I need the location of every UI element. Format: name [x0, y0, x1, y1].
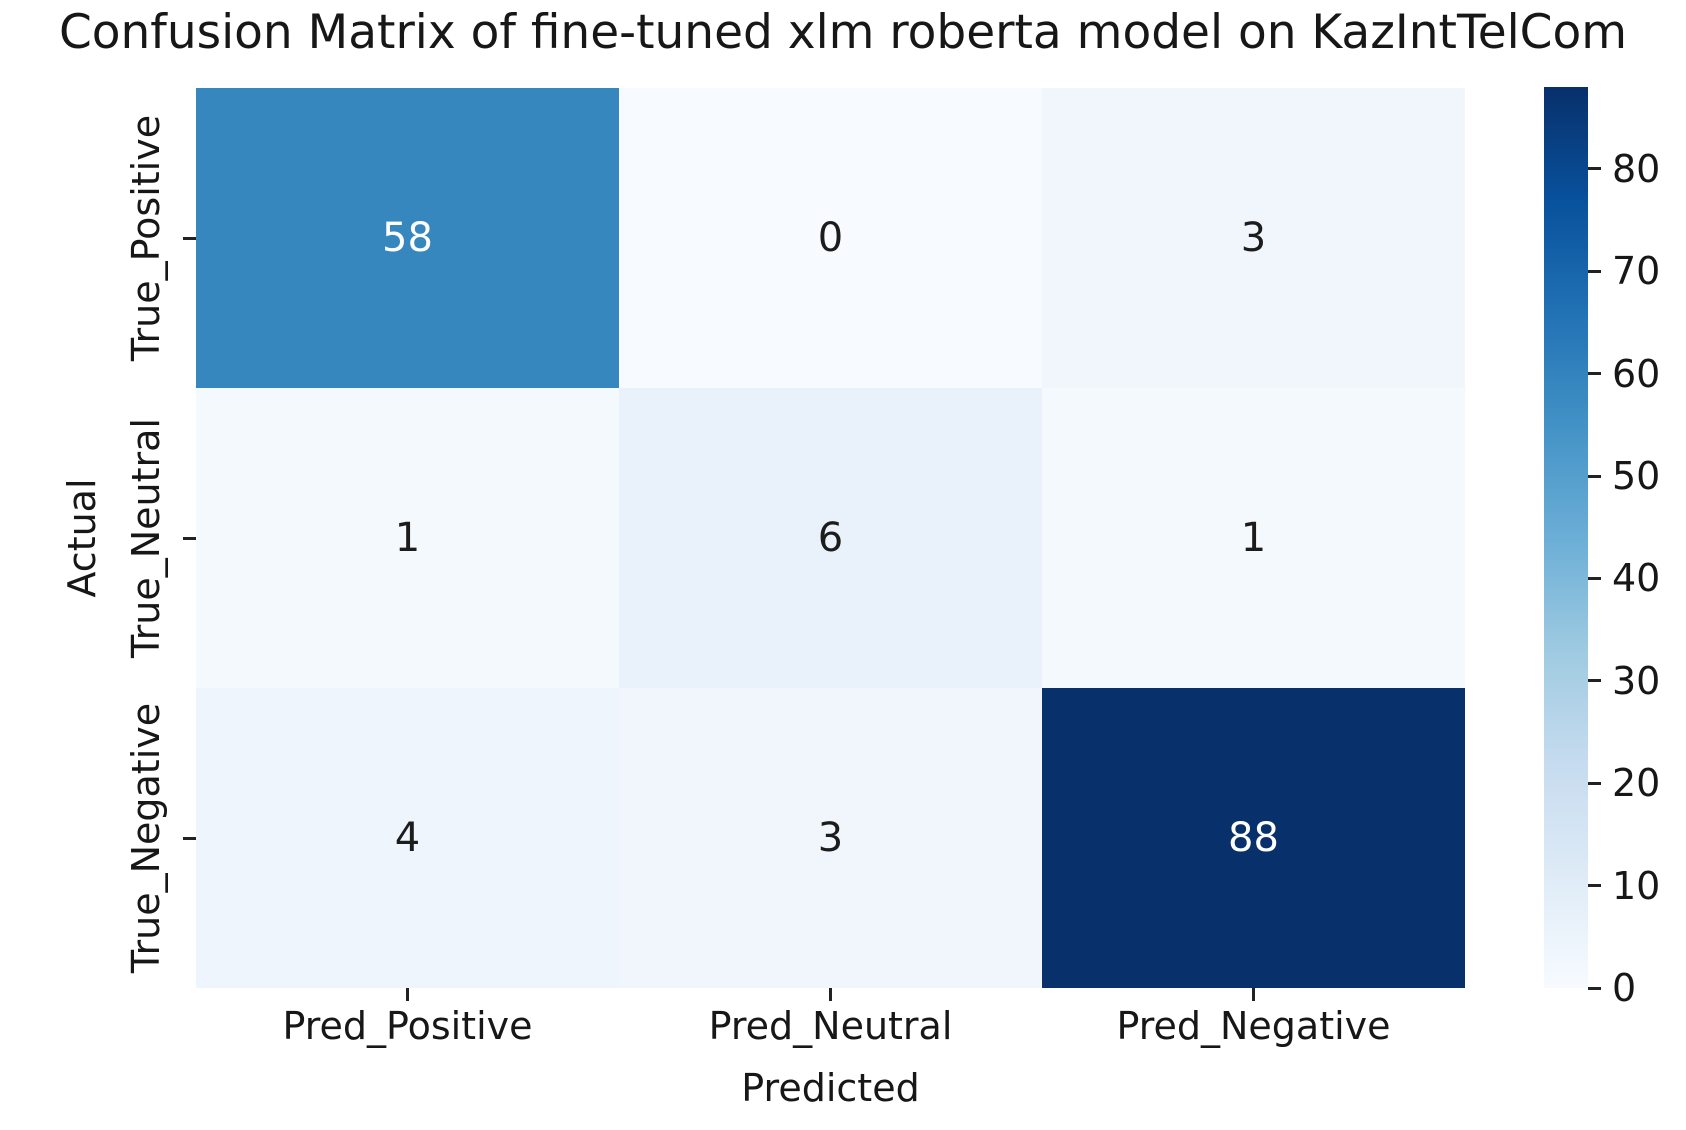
colorbar-tick-label: 0: [1612, 966, 1637, 1010]
x-tick-mark: [829, 988, 832, 1001]
y-axis-label: Actual: [60, 478, 104, 598]
chart-title: Confusion Matrix of fine-tuned xlm rober…: [58, 5, 1628, 60]
colorbar-tick-mark: [1588, 679, 1601, 683]
colorbar-tick-mark: [1588, 269, 1601, 273]
colorbar-tick-mark: [1588, 167, 1601, 171]
y-tick-mark: [183, 536, 196, 540]
heatmap-cell: 88: [1042, 688, 1465, 988]
cell-annotation: 4: [394, 815, 421, 861]
cell-annotation: 88: [1228, 815, 1279, 861]
x-tick-label: Pred_Positive: [282, 1004, 533, 1048]
cell-annotation: 1: [1240, 515, 1267, 561]
colorbar-tick-mark: [1588, 884, 1601, 888]
cell-annotation: 3: [1240, 215, 1267, 261]
colorbar-tick-label: 30: [1612, 658, 1661, 703]
colorbar-tick-label: 40: [1612, 556, 1661, 601]
cell-annotation: 6: [817, 515, 844, 561]
colorbar: [1544, 87, 1588, 988]
cell-annotation: 1: [394, 515, 421, 561]
x-tick-mark: [1252, 988, 1255, 1001]
cell-annotation: 3: [817, 815, 844, 861]
colorbar-tick-label: 10: [1612, 863, 1661, 908]
x-tick-mark: [406, 988, 409, 1001]
y-tick-mark: [183, 836, 196, 840]
x-axis-label: Predicted: [741, 1066, 920, 1110]
cell-annotation: 58: [382, 215, 433, 261]
colorbar-tick-mark: [1588, 781, 1601, 785]
y-tick-mark: [183, 236, 196, 240]
heatmap-cell: 1: [196, 388, 619, 688]
heatmap: 58 0 3 1 6 1 4 3 88: [196, 88, 1465, 988]
heatmap-cell: 0: [619, 88, 1042, 388]
heatmap-cell: 3: [619, 688, 1042, 988]
colorbar-tick-label: 70: [1612, 249, 1661, 294]
y-tick-label: True_Neutral: [124, 418, 168, 658]
colorbar-tick-mark: [1588, 986, 1601, 990]
cell-annotation: 0: [817, 215, 844, 261]
y-tick-label: True_Positive: [124, 114, 168, 362]
heatmap-cell: 1: [1042, 388, 1465, 688]
colorbar-tick-label: 20: [1612, 761, 1661, 806]
colorbar-tick-mark: [1588, 576, 1601, 580]
heatmap-cell: 4: [196, 688, 619, 988]
colorbar-tick-label: 80: [1612, 146, 1661, 191]
x-tick-label: Pred_Negative: [1116, 1004, 1391, 1048]
y-tick-label: True_Negative: [124, 702, 168, 974]
colorbar-tick-mark: [1588, 474, 1601, 478]
colorbar-tick-label: 50: [1612, 454, 1661, 499]
colorbar-tick-mark: [1588, 372, 1601, 376]
heatmap-cell: 6: [619, 388, 1042, 688]
colorbar-tick-label: 60: [1612, 351, 1661, 396]
heatmap-cell: 3: [1042, 88, 1465, 388]
x-tick-label: Pred_Neutral: [708, 1004, 953, 1048]
heatmap-cell: 58: [196, 88, 619, 388]
